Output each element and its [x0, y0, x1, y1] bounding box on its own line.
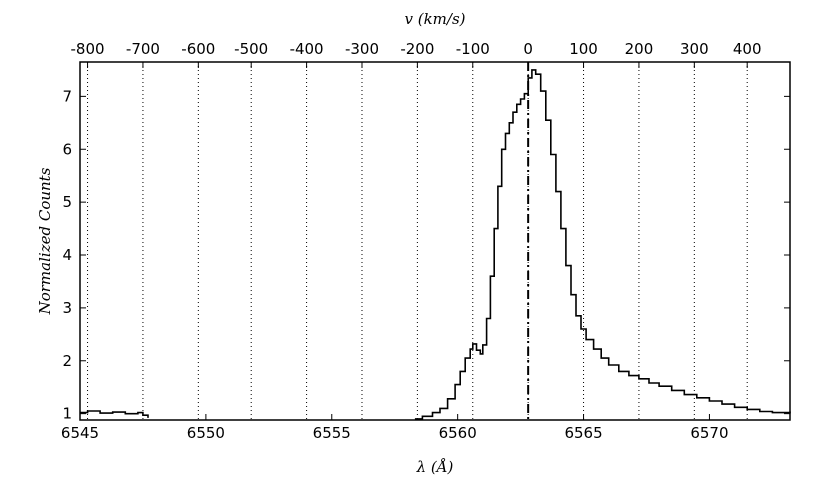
- top-tick-label: 200: [625, 40, 654, 58]
- top-axis-label: v (km/s): [404, 10, 465, 28]
- top-tick-label: -700: [126, 40, 160, 58]
- y-tick-label: 4: [62, 246, 72, 264]
- plot-frame: [79, 61, 791, 421]
- x-tick-label: 6555: [313, 424, 351, 442]
- velocity-grid: [87, 62, 748, 420]
- x-tick-label: 6545: [61, 424, 99, 442]
- y-tick-label: 1: [62, 405, 72, 423]
- top-tick-label: 100: [569, 40, 598, 58]
- top-tick-label: -600: [181, 40, 215, 58]
- top-tick-label: 300: [680, 40, 709, 58]
- x-tick-label: 6550: [187, 424, 225, 442]
- y-axis-label: Normalized Counts: [36, 167, 54, 315]
- top-tick-label: -200: [400, 40, 434, 58]
- y-tick-label: 5: [62, 193, 72, 211]
- x-tick-label: 6565: [564, 424, 602, 442]
- x-tick-label: 6570: [690, 424, 728, 442]
- top-tick-label: -500: [234, 40, 268, 58]
- top-tick-label: 400: [733, 40, 762, 58]
- y-tick-label: 2: [62, 352, 72, 370]
- y-tick-label: 7: [62, 87, 72, 105]
- plot-lines: [80, 69, 791, 420]
- top-tick-label: -300: [345, 40, 379, 58]
- y-tick-label: 6: [62, 140, 72, 158]
- y-tick-label: 3: [62, 299, 72, 317]
- axis-ticks: [79, 62, 790, 420]
- top-tick-label: -800: [71, 40, 105, 58]
- x-axis-label: λ (Å): [416, 458, 454, 476]
- top-tick-label: -400: [290, 40, 324, 58]
- x-tick-label: 6560: [439, 424, 477, 442]
- spectrum-line: [80, 410, 149, 418]
- tick-labels: -800 -700 -600 -500 -400 -300 -200 -100 0 100 200 3…: [61, 40, 762, 442]
- spectrum-line: [414, 69, 791, 420]
- top-tick-label: 0: [523, 40, 533, 58]
- top-tick-label: -100: [456, 40, 490, 58]
